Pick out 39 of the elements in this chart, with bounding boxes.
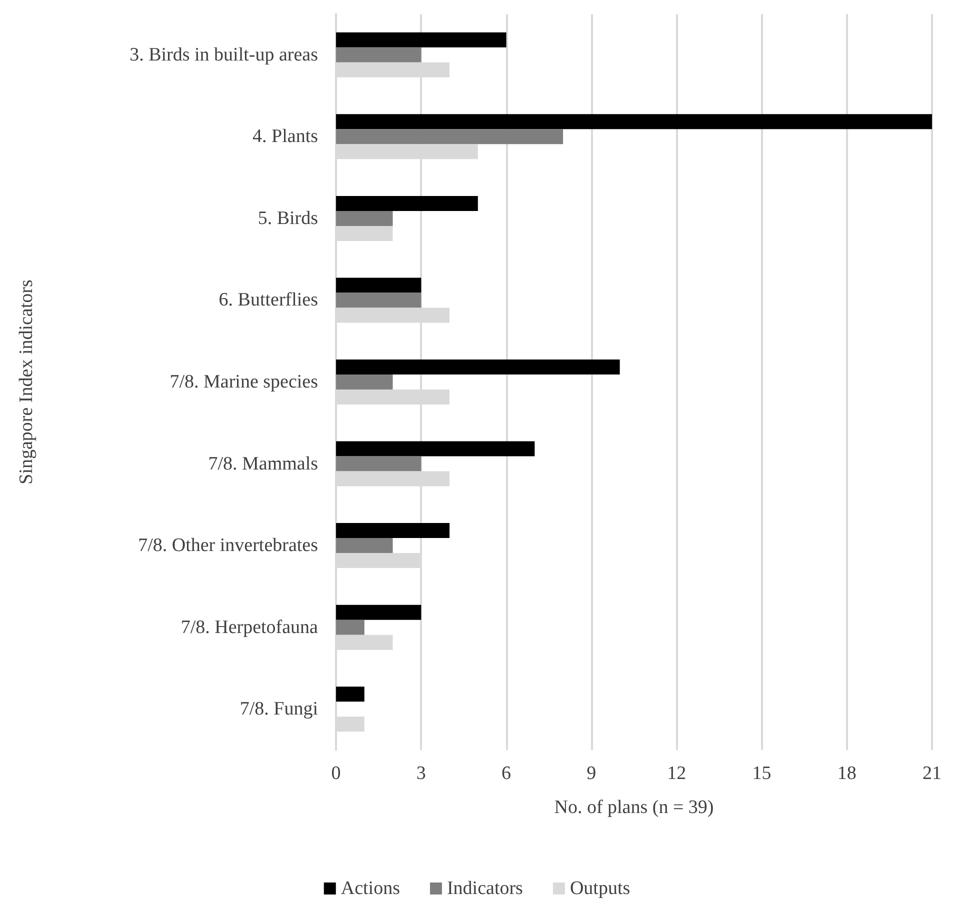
bar	[336, 278, 422, 293]
bar	[336, 196, 478, 211]
bar	[336, 129, 564, 144]
x-tick-label: 3	[416, 763, 426, 784]
y-tick-label: 5. Birds	[258, 208, 318, 229]
y-tick-label: 7/8. Other invertebrates	[138, 535, 318, 556]
x-tick-label: 21	[922, 763, 942, 784]
bar	[336, 32, 506, 48]
y-tick-label: 4. Plants	[252, 126, 318, 148]
bar	[336, 441, 535, 456]
x-tick-label: 0	[331, 763, 341, 784]
y-tick-label: 7/8. Fungi	[240, 698, 318, 720]
bar	[336, 210, 393, 226]
y-tick-label: 7/8. Mammals	[208, 453, 318, 474]
x-axis-title: No. of plans (n = 39)	[554, 797, 714, 818]
legend-label: Indicators	[446, 878, 523, 899]
y-tick-label: 6. Butterflies	[218, 290, 318, 311]
bar	[336, 604, 422, 620]
bar	[336, 456, 422, 472]
y-tick-label: 7/8. Herpetofauna	[180, 616, 319, 638]
bar	[336, 523, 450, 538]
bar	[336, 374, 393, 390]
y-axis-title: Singapore Index indicators	[16, 280, 37, 484]
bar	[336, 620, 364, 635]
y-tick-label: 3. Birds in built-up areas	[130, 44, 318, 66]
x-tick-label: 18	[837, 763, 856, 784]
bar	[336, 47, 422, 62]
legend-label: Actions	[340, 878, 400, 899]
x-tick-label: 12	[667, 763, 686, 784]
bar	[336, 292, 422, 308]
legend-label: Outputs	[570, 878, 630, 899]
bar	[336, 538, 393, 554]
bar	[336, 686, 364, 702]
y-tick-label: 7/8. Marine species	[170, 372, 318, 392]
bar	[336, 360, 620, 374]
x-tick-label: 15	[752, 763, 772, 784]
bar	[336, 114, 932, 130]
x-tick-label: 9	[586, 763, 596, 784]
x-tick-label: 6	[502, 763, 512, 784]
